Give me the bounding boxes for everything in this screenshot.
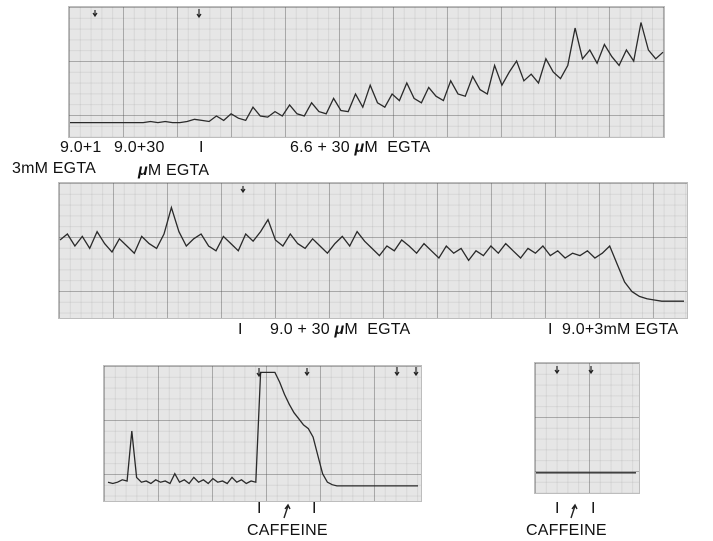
mu-glyph-2: μ: [354, 139, 365, 156]
trace-panel-2: [58, 182, 688, 319]
trace-panel-4: [534, 362, 640, 494]
mu-glyph-3: μ: [334, 321, 345, 338]
caffeine-arrow-1: [283, 503, 291, 519]
arrow-mark-7: [413, 367, 419, 377]
label-um-egta-text: M EGTA: [147, 162, 210, 179]
tick-mark-5: I: [312, 500, 317, 517]
arrow-mark-3: [240, 186, 246, 194]
tick-mark-2: I: [238, 321, 243, 338]
trace-panel-3: [103, 365, 422, 502]
label-9-30: 9.0+30: [114, 139, 165, 156]
arrow-mark-8: [554, 366, 560, 375]
label-9-3mm-egta: 9.0+3mM EGTA: [562, 321, 679, 338]
label-caffeine-2: CAFFEINE: [526, 522, 607, 539]
label-9-1: 9.0+1: [60, 139, 102, 156]
label-3mm-egta: 3mM EGTA: [12, 160, 96, 177]
tick-mark-4: I: [257, 500, 262, 517]
tick-mark-7: I: [591, 500, 596, 517]
arrow-mark-1: [92, 10, 98, 18]
arrow-mark-4: [256, 368, 262, 378]
arrow-mark-9: [588, 366, 594, 375]
trace-line-1: [70, 22, 664, 124]
label-6-6-pre: 6.6 + 30: [290, 139, 350, 156]
label-um-egta: μM EGTA: [138, 162, 209, 180]
trace-line-3: [107, 371, 418, 487]
label-9-30-um-egta: 9.0 + 30 μM EGTA: [270, 321, 410, 339]
mu-glyph-1: μ: [138, 162, 148, 179]
label-caffeine-1: CAFFEINE: [247, 522, 328, 539]
label-6-6-post: M EGTA: [364, 139, 431, 156]
arrow-mark-5: [304, 368, 310, 377]
arrow-mark-2: [196, 9, 202, 19]
tick-mark-1: I: [199, 139, 204, 156]
tick-mark-6: I: [555, 500, 560, 517]
caffeine-arrow-2: [570, 503, 578, 519]
label-6-6-30-um-egta: 6.6 + 30 μM EGTA: [290, 139, 430, 157]
trace-line-2: [59, 205, 684, 302]
label-9-30-post: M EGTA: [344, 321, 411, 338]
tick-mark-3: I: [548, 321, 553, 338]
label-9-30-pre: 9.0 + 30: [270, 321, 330, 338]
arrow-mark-6: [394, 367, 400, 377]
